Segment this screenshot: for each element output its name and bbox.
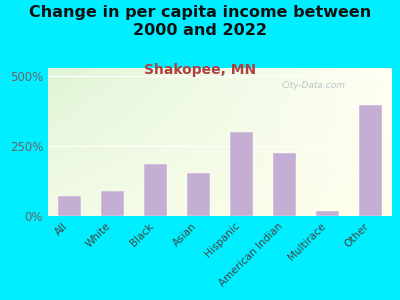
Bar [316,211,339,216]
Bar [187,172,210,216]
Text: City-Data.com: City-Data.com [282,81,346,90]
Bar [144,164,167,216]
Bar [58,196,81,216]
Text: Change in per capita income between
2000 and 2022: Change in per capita income between 2000… [29,4,371,38]
Bar [230,132,253,216]
Text: Shakopee, MN: Shakopee, MN [144,63,256,77]
Bar [359,105,382,216]
Bar [273,153,296,216]
Bar [101,191,124,216]
